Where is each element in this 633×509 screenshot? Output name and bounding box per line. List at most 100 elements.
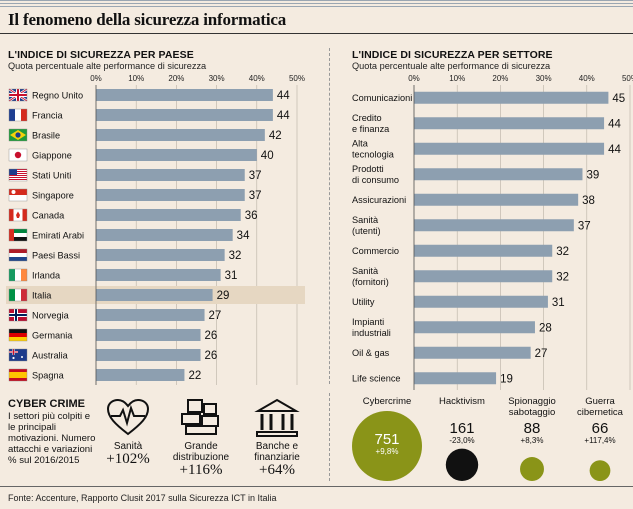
flag-icon-giappone [8, 148, 28, 162]
flag-icon-australia [8, 348, 28, 362]
flag-part [9, 171, 27, 172]
category-label: Norvegia [32, 311, 70, 321]
left-heading: L'INDICE DI SICUREZZA PER PAESE [8, 49, 194, 61]
flag-part [9, 173, 27, 174]
flag-part [8, 128, 28, 142]
flag-part [9, 169, 17, 175]
bubble-value: 66 [592, 420, 609, 437]
flag-icon-emirati-arabi [8, 228, 28, 242]
left-subtitle: Quota percentuale alte performance di si… [8, 61, 207, 71]
sector-banche: Banche e finanziarie +64% [244, 398, 310, 478]
data-label: 28 [539, 322, 552, 334]
attack-bubble-chart: Cybercrime 751+9,8% Hacktivism 161-23,0% Spi… [352, 396, 624, 481]
category-label: Emirati Arabi [32, 231, 84, 241]
data-label: 31 [225, 270, 238, 282]
flag-part [9, 169, 27, 170]
bubble-category: Spionaggio [508, 396, 556, 407]
bubble [352, 411, 422, 481]
bar [96, 109, 273, 121]
bubble-value: 161 [449, 420, 474, 437]
flag-icon-brasile [8, 128, 28, 142]
flag-part [8, 368, 28, 382]
bar [96, 209, 241, 221]
flag-part [8, 288, 28, 302]
data-label: 32 [556, 246, 569, 258]
data-label: 34 [237, 230, 250, 242]
flag-part [21, 356, 23, 358]
bottom-divider [329, 393, 330, 481]
flag-icon-spagna [8, 368, 28, 382]
bubble [445, 448, 479, 481]
flag-part [21, 109, 27, 121]
country-bar-chart: 0% 10% 20% 30% 40% 50% 44 Regno Unito 44 Francia 4… [6, 74, 305, 385]
flag-part [15, 109, 21, 121]
flag-part [9, 209, 14, 221]
flag-icon-italia [8, 288, 28, 302]
bar [414, 219, 574, 232]
data-label: 29 [217, 290, 230, 302]
flag-part [9, 351, 18, 353]
flag-icon-norvegia [8, 308, 28, 322]
sector-label-2: distribuzione [172, 452, 230, 463]
flag-part [9, 289, 15, 301]
flag-part [9, 179, 27, 180]
bubble-change: +117,4% [584, 436, 615, 445]
category-label: Italia [32, 291, 52, 301]
data-label: 27 [535, 348, 548, 360]
tick-label: 10% [449, 74, 465, 83]
bubble-category: Guerra [585, 396, 615, 407]
tick-label: 0% [90, 74, 102, 83]
category-label: Sanità [352, 266, 379, 276]
data-label: 39 [586, 169, 599, 181]
flag-part [8, 228, 28, 242]
page-title: Il fenomeno della sicurezza informatica [8, 10, 286, 29]
flag-part [9, 189, 27, 195]
category-label: Paesi Bassi [32, 251, 80, 261]
flag-part [14, 151, 22, 159]
flag-part [9, 174, 27, 175]
flag-part [9, 269, 15, 281]
heart-pulse-icon [106, 398, 150, 436]
category-label: Stati Uniti [32, 171, 71, 181]
source-footer: Fonte: Accenture, Rapporto Clusit 2017 s… [0, 486, 633, 509]
flag-part [22, 209, 27, 221]
category-label: Prodotti [352, 164, 384, 174]
flag-part [12, 356, 15, 360]
right-heading: L'INDICE DI SICUREZZA PER SETTORE [352, 49, 553, 61]
category-label: Commercio [352, 246, 399, 256]
tick-label: 0% [408, 74, 420, 83]
bubble-change: -23,0% [449, 436, 474, 445]
sector-label: Grande [184, 441, 218, 452]
bubble [589, 460, 611, 481]
sector-grande-distribuzione: Grande distribuzione +116% [168, 398, 234, 478]
bar [414, 244, 553, 257]
category-label: Comunicazioni [352, 93, 412, 103]
flag-part [8, 248, 28, 262]
flag-part [21, 289, 27, 301]
bubble-value: 751 [374, 431, 399, 448]
bar [414, 321, 535, 334]
flag-part [9, 249, 27, 253]
flag-part [9, 333, 27, 337]
data-label: 37 [578, 220, 591, 232]
bubble-change: +9,8% [376, 447, 399, 456]
flag-part [9, 369, 27, 372]
flag-part [9, 172, 27, 173]
flag-part [15, 269, 21, 281]
category-label: di consumo [352, 175, 399, 185]
boxes-icon [181, 399, 219, 435]
flag-part [9, 257, 27, 261]
flag-part [16, 211, 20, 218]
category-label: Sanità [352, 215, 379, 225]
flag-part [8, 308, 28, 322]
bar [96, 149, 257, 161]
sector-label: Sanità [113, 441, 143, 452]
data-label: 45 [612, 93, 625, 105]
sector-value: +64% [259, 462, 295, 478]
flag-part [21, 269, 27, 281]
data-label: 44 [277, 110, 290, 122]
flag-part [8, 148, 28, 162]
bubble-category: sabotaggio [509, 407, 555, 418]
bar [414, 142, 605, 155]
bar [96, 309, 205, 321]
